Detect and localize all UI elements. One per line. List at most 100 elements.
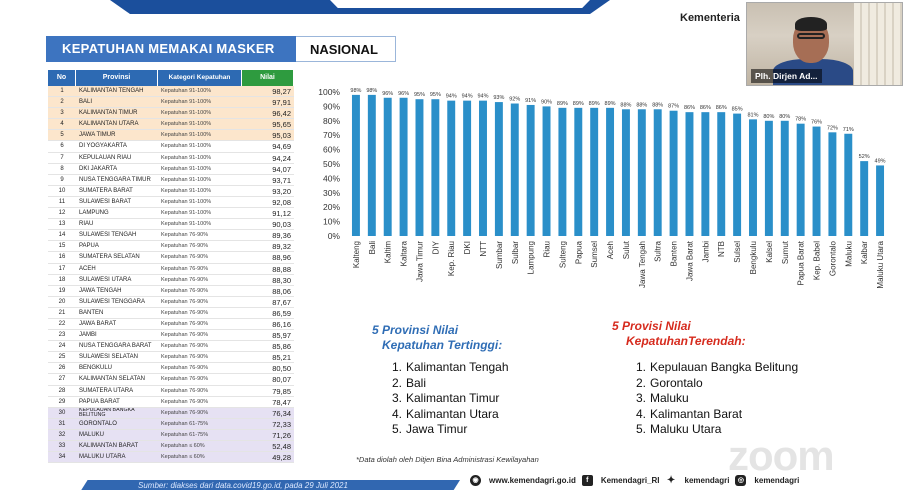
row-kategori: Kepatuhan 76-90% bbox=[161, 332, 209, 339]
y-tick-label: 60% bbox=[323, 145, 340, 155]
col-nilai: Nilai bbox=[242, 70, 294, 86]
row-kategori: Kepatuhan 91-100% bbox=[161, 187, 212, 194]
row-kategori: Kepatuhan 61-75% bbox=[161, 420, 209, 427]
top5-title-line1: 5 Provinsi Nilai bbox=[372, 323, 459, 337]
low5-item-label: Kepulauan Bangka Belitung bbox=[650, 360, 799, 374]
category-label: Sulut bbox=[622, 240, 631, 259]
category-label: Kaltim bbox=[384, 241, 393, 264]
row-provinsi: SULAWESI TENGAH bbox=[79, 232, 137, 239]
table-row: 30 KEPULAUAN BANGKA BELITUNG Kepatuhan 76-… bbox=[48, 407, 294, 419]
row-provinsi: LAMPUNG bbox=[79, 210, 109, 217]
row-nilai: 94,07 bbox=[272, 164, 291, 174]
twitter-link[interactable]: kemendagri bbox=[684, 476, 730, 485]
row-kategori: Kepatuhan 91-100% bbox=[161, 221, 212, 228]
table-row: 25 SULAWESI SELATAN Kepatuhan 76-90% 85,21 bbox=[48, 352, 294, 364]
row-provinsi: NUSA TENGGARA TIMUR bbox=[79, 176, 151, 183]
bar-value-label: 86% bbox=[684, 105, 695, 111]
table-row: 26 BENGKULU Kepatuhan 76-90% 80,50 bbox=[48, 363, 294, 375]
category-label: Jawa Barat bbox=[685, 240, 694, 281]
category-label: Maluku Utara bbox=[876, 240, 885, 288]
row-nilai: 88,06 bbox=[272, 286, 291, 296]
bar-value-label: 86% bbox=[716, 105, 727, 111]
row-no: 1 bbox=[60, 88, 64, 94]
row-nilai: 86,59 bbox=[272, 308, 291, 318]
row-no: 4 bbox=[60, 121, 64, 128]
row-kategori: Kepatuhan 91-100% bbox=[161, 154, 212, 161]
low5-title-line2: KepatuhanTerendah: bbox=[626, 334, 746, 348]
row-no: 31 bbox=[58, 420, 66, 427]
row-nilai: 52,48 bbox=[272, 442, 291, 451]
low5-item-label: Kalimantan Barat bbox=[650, 406, 743, 421]
row-no: 16 bbox=[58, 254, 66, 261]
table-row: 34 MALUKU UTARA Kepatuhan ≤ 60% 49,28 bbox=[48, 452, 294, 464]
y-tick-label: 80% bbox=[323, 116, 340, 126]
row-provinsi: ACEH bbox=[79, 265, 96, 272]
bar bbox=[431, 99, 440, 236]
row-no: 9 bbox=[60, 176, 64, 183]
bar-value-label: 91% bbox=[525, 98, 536, 104]
instagram-link[interactable]: kemendagri bbox=[754, 476, 800, 485]
row-nilai: 79,85 bbox=[272, 386, 291, 396]
row-kategori: Kepatuhan ≤ 60% bbox=[161, 443, 205, 449]
category-label: Jambi bbox=[701, 241, 710, 263]
row-no: 8 bbox=[60, 165, 64, 172]
bar-value-label: 94% bbox=[477, 94, 488, 100]
table-row: 12 LAMPUNG Kepatuhan 91-100% 91,12 bbox=[48, 208, 294, 220]
list-number: 3. bbox=[636, 391, 647, 406]
bar-value-label: 89% bbox=[557, 101, 568, 107]
bar bbox=[701, 112, 710, 236]
row-provinsi: BANTEN bbox=[79, 309, 104, 316]
col-kategori: Kategori Kepatuhan bbox=[158, 70, 242, 86]
bar bbox=[351, 94, 360, 236]
row-provinsi: MALUKU UTARA bbox=[79, 454, 126, 461]
category-label: Kalteng bbox=[352, 241, 361, 268]
table-row: 15 PAPUA Kepatuhan 76-90% 89,32 bbox=[48, 241, 294, 253]
footer-social: ◉ www.kemendagri.go.id f Kemendagri_RI ✦… bbox=[470, 475, 799, 486]
table-row: 21 BANTEN Kepatuhan 76-90% 86,59 bbox=[48, 308, 294, 319]
category-label: Riau bbox=[543, 241, 552, 257]
category-label: Lampung bbox=[527, 241, 536, 274]
category-label: Bengkulu bbox=[749, 241, 758, 274]
list-number: 4. bbox=[392, 406, 403, 421]
row-no: 10 bbox=[58, 187, 66, 194]
row-kategori: Kepatuhan 91-100% bbox=[161, 210, 212, 217]
table-row: 23 JAMBI Kepatuhan 76-90% 85,97 bbox=[48, 330, 294, 342]
row-nilai: 72,33 bbox=[272, 419, 291, 429]
category-label: Sulsel bbox=[733, 241, 742, 263]
top5-title-line2: Kepatuhan Tertinggi: bbox=[382, 338, 503, 352]
low5-item-label: Maluku bbox=[650, 391, 689, 406]
bar-value-label: 76% bbox=[811, 120, 822, 126]
row-kategori: Kepatuhan 91-100% bbox=[161, 198, 212, 205]
row-kategori: Kepatuhan 91-100% bbox=[161, 121, 212, 128]
table-row: 8 DKI JAKARTA Kepatuhan 91-100% 94,07 bbox=[48, 164, 294, 175]
low5-item: 5. Maluku Utara bbox=[636, 422, 798, 438]
row-provinsi: KALIMANTAN TENGAH bbox=[79, 88, 144, 94]
bar-value-label: 89% bbox=[573, 101, 584, 107]
row-provinsi: KEPULAUAN RIAU bbox=[79, 154, 132, 161]
facebook-link[interactable]: Kemendagri_RI bbox=[600, 476, 660, 485]
row-no: 26 bbox=[58, 365, 66, 372]
row-nilai: 85,86 bbox=[272, 342, 291, 352]
row-kategori: Kepatuhan 76-90% bbox=[161, 298, 209, 305]
row-no: 24 bbox=[58, 343, 66, 350]
category-label: NTT bbox=[479, 241, 488, 257]
table-row: 17 ACEH Kepatuhan 76-90% 88,88 bbox=[48, 264, 294, 275]
row-provinsi: MALUKU bbox=[79, 431, 105, 438]
table-row: 19 JAWA TENGAH Kepatuhan 76-90% 88,06 bbox=[48, 286, 294, 297]
row-no: 15 bbox=[58, 243, 66, 250]
top5-list: 1. Kalimantan Tengah 2. Bali 3. Kalimantan Ti… bbox=[392, 360, 509, 438]
bar bbox=[717, 112, 726, 236]
bar bbox=[526, 104, 535, 237]
top5-item: 5. Jawa Timur bbox=[392, 422, 509, 438]
row-kategori: Kepatuhan 76-90% bbox=[161, 398, 209, 405]
bar-value-label: 88% bbox=[636, 102, 647, 108]
website-link[interactable]: www.kemendagri.go.id bbox=[489, 476, 576, 485]
participant-video-tile[interactable]: Plh. Dirjen Ad... bbox=[746, 2, 903, 86]
row-no: 20 bbox=[58, 298, 66, 305]
low5-title-line1: 5 Provisi Nilai bbox=[612, 319, 691, 333]
bar-value-label: 93% bbox=[493, 95, 504, 101]
category-label: Kep. Babel bbox=[813, 241, 822, 280]
bar-value-label: 94% bbox=[462, 94, 473, 100]
row-kategori: Kepatuhan 76-90% bbox=[161, 254, 209, 261]
row-no: 12 bbox=[58, 210, 66, 217]
